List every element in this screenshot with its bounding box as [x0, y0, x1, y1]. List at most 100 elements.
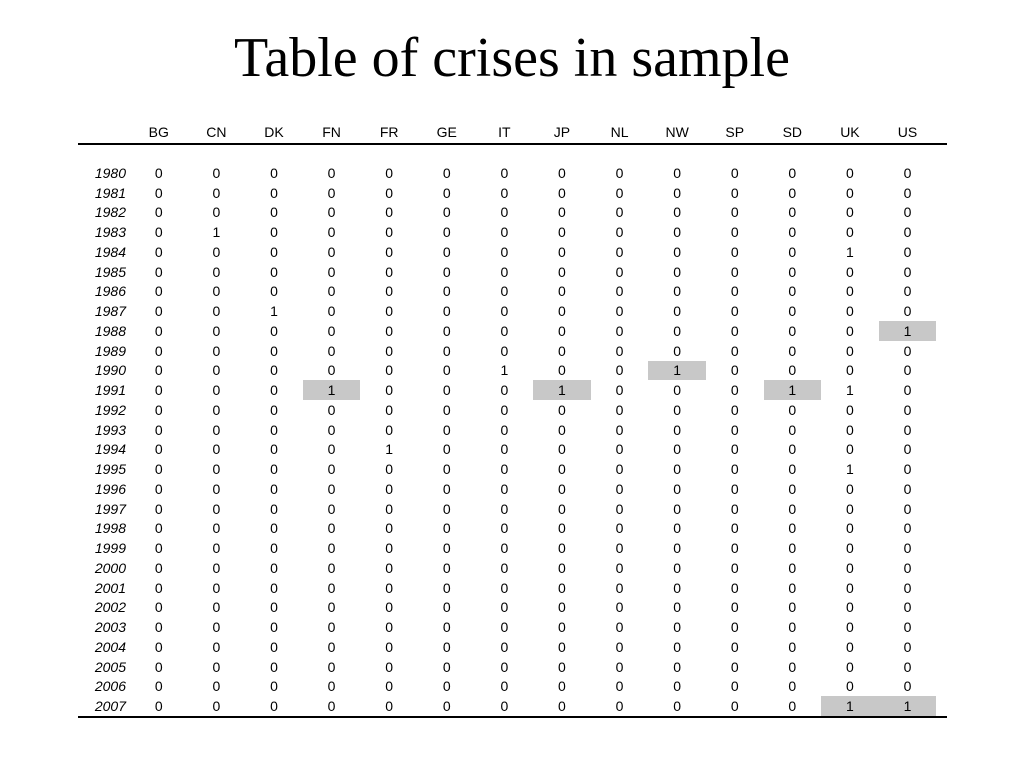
crisis-cell: 0: [212, 638, 221, 655]
crisis-cell: 0: [673, 619, 682, 636]
crisis-cell: 0: [730, 500, 739, 517]
crisis-cell: 0: [730, 520, 739, 537]
crisis-cell: 0: [558, 184, 566, 201]
crisis-cell: 0: [558, 362, 566, 379]
crisis-cell: 0: [154, 461, 163, 478]
crisis-cell: 0: [442, 599, 451, 616]
year-cell: 1995: [94, 461, 126, 478]
crisis-cell: 0: [730, 362, 739, 379]
table-row: 1999 0 0 0 0 0 0 0 0 0 0 0 0 0 0: [78, 538, 947, 558]
crisis-cell: 0: [212, 480, 221, 497]
crisis-cell: 0: [385, 342, 394, 359]
crisis-cell: 0: [500, 382, 509, 399]
crisis-cell: 0: [154, 204, 163, 221]
crisis-cell: 0: [730, 401, 739, 418]
crisis-cell: 0: [558, 540, 566, 557]
crisis-cell: 0: [788, 461, 797, 478]
crisis-cell: 0: [212, 441, 221, 458]
table-row: 2001 0 0 0 0 0 0 0 0 0 0 0 0 0 0: [78, 578, 947, 598]
crisis-cell: 0: [788, 401, 797, 418]
year-cell: 1981: [94, 184, 126, 201]
crisis-cell: 0: [270, 362, 278, 379]
crisis-cell: 0: [154, 283, 163, 300]
crisis-cell: 0: [615, 678, 624, 695]
crisis-cell: 0: [442, 559, 451, 576]
crisis-cell: 0: [327, 520, 336, 537]
crisis-cell: 0: [500, 342, 509, 359]
crisis-cell: 0: [673, 164, 682, 181]
crisis-cell: 0: [327, 401, 336, 418]
crisis-cell: 0: [788, 263, 797, 280]
crisis-cell: 0: [270, 559, 278, 576]
crisis-cell: 0: [212, 559, 221, 576]
crisis-cell: 0: [500, 619, 509, 636]
crisis-cell: 0: [730, 638, 739, 655]
crisis-cell: 0: [327, 303, 336, 320]
crisis-cell: 0: [212, 164, 221, 181]
crisis-cell: 0: [903, 619, 912, 636]
crisis-cell: 0: [846, 283, 854, 300]
table-row: 1985 0 0 0 0 0 0 0 0 0 0 0 0 0 0: [78, 262, 947, 282]
crisis-cell: 0: [327, 204, 336, 221]
table-row: 2005 0 0 0 0 0 0 0 0 0 0 0 0 0 0: [78, 657, 947, 677]
crisis-cell: 0: [558, 480, 566, 497]
table-row: 1988 0 0 0 0 0 0 0 0 0 0 0 0 0 1: [78, 321, 947, 341]
crisis-cell: 0: [500, 698, 509, 715]
crisis-cell: 0: [500, 461, 509, 478]
crisis-cell: 0: [154, 500, 163, 517]
crisis-cell: 1: [846, 382, 854, 399]
crisis-cell: 0: [212, 500, 221, 517]
crisis-cell: 0: [212, 283, 221, 300]
header-spacer: [78, 145, 947, 163]
crisis-cell: 0: [558, 559, 566, 576]
crisis-cell: 0: [788, 559, 797, 576]
crisis-cell: 0: [212, 322, 221, 339]
crisis-cell: 0: [615, 322, 624, 339]
crisis-cell: 0: [788, 164, 797, 181]
crisis-cell: 0: [558, 678, 566, 695]
highlighted-crisis-cell: 1: [763, 380, 822, 400]
highlighted-crisis-cell: 1: [878, 321, 937, 341]
crisis-cell: 0: [615, 362, 624, 379]
crisis-cell: 0: [558, 322, 566, 339]
crisis-cell: 0: [270, 164, 278, 181]
crisis-cell: 0: [270, 480, 278, 497]
crisis-cell: 0: [903, 303, 912, 320]
crisis-cell: 0: [270, 619, 278, 636]
crisis-cell: 0: [558, 500, 566, 517]
crisis-cell: 0: [673, 698, 682, 715]
crisis-cell: 0: [442, 401, 451, 418]
column-header-sd: SD: [782, 124, 803, 140]
crisis-cell: 0: [442, 540, 451, 557]
crisis-cell: 0: [673, 441, 682, 458]
crisis-cell: 0: [385, 224, 394, 241]
crisis-cell: 0: [442, 520, 451, 537]
crisis-cell: 0: [846, 500, 854, 517]
crisis-cell: 0: [500, 224, 509, 241]
crisis-cell: 0: [327, 619, 336, 636]
crisis-cell: 0: [615, 401, 624, 418]
crisis-cell: 0: [270, 658, 278, 675]
crisis-cell: 0: [212, 678, 221, 695]
crisis-cell: 0: [558, 401, 566, 418]
crisis-cell: 0: [270, 382, 278, 399]
crisis-cell: 0: [270, 204, 278, 221]
crisis-cell: 0: [558, 164, 566, 181]
column-header-nl: NL: [610, 124, 629, 140]
column-header-it: IT: [498, 124, 511, 140]
year-cell: 1994: [94, 441, 126, 458]
crisis-cell: 0: [154, 303, 163, 320]
crisis-cell: 0: [500, 283, 509, 300]
crisis-cell: 0: [212, 698, 221, 715]
table-row: 2006 0 0 0 0 0 0 0 0 0 0 0 0 0 0: [78, 677, 947, 697]
crisis-cell: 0: [903, 480, 912, 497]
crisis-cell: 0: [730, 461, 739, 478]
crisis-cell: 0: [846, 184, 854, 201]
crisis-cell: 0: [154, 698, 163, 715]
table-header-row: BG CN DK FN FR GE IT JP NL NW SP SD UK US: [78, 121, 947, 145]
crisis-cell: 0: [385, 243, 394, 260]
crisis-cell: 0: [270, 441, 278, 458]
crisis-cell: 0: [442, 441, 451, 458]
crisis-cell: 0: [730, 224, 739, 241]
crisis-cell: 0: [500, 500, 509, 517]
